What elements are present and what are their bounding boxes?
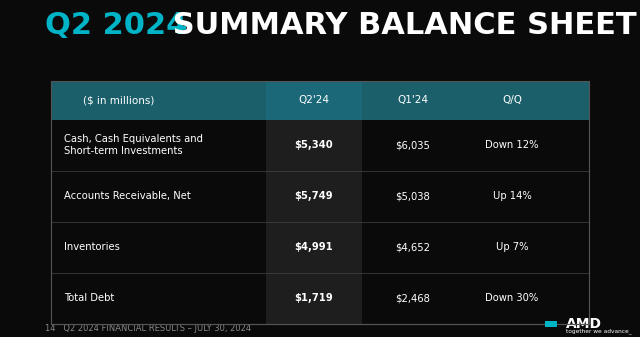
Text: Up 14%: Up 14% bbox=[493, 191, 531, 201]
Text: SUMMARY BALANCE SHEET ITEMS: SUMMARY BALANCE SHEET ITEMS bbox=[162, 11, 640, 40]
Text: Q1'24: Q1'24 bbox=[397, 95, 428, 105]
Text: Up 7%: Up 7% bbox=[496, 242, 528, 252]
Text: $2,468: $2,468 bbox=[396, 293, 430, 303]
FancyBboxPatch shape bbox=[51, 81, 589, 120]
Text: Total Debt: Total Debt bbox=[64, 293, 115, 303]
Text: $4,991: $4,991 bbox=[294, 242, 333, 252]
Text: $5,038: $5,038 bbox=[396, 191, 430, 201]
Text: $6,035: $6,035 bbox=[396, 140, 430, 150]
FancyBboxPatch shape bbox=[545, 321, 557, 327]
Text: 14   Q2 2024 FINANCIAL RESULTS – JULY 30, 2024: 14 Q2 2024 FINANCIAL RESULTS – JULY 30, … bbox=[45, 324, 251, 333]
Text: Accounts Receivable, Net: Accounts Receivable, Net bbox=[64, 191, 191, 201]
Text: $4,652: $4,652 bbox=[396, 242, 430, 252]
FancyBboxPatch shape bbox=[266, 81, 362, 120]
Text: $5,340: $5,340 bbox=[294, 140, 333, 150]
Text: AMD: AMD bbox=[566, 317, 602, 331]
Text: Down 30%: Down 30% bbox=[485, 293, 539, 303]
Text: Inventories: Inventories bbox=[64, 242, 120, 252]
Text: Down 12%: Down 12% bbox=[485, 140, 539, 150]
Text: ($ in millions): ($ in millions) bbox=[83, 95, 155, 105]
Text: Q2 2024: Q2 2024 bbox=[45, 11, 187, 40]
Text: $1,719: $1,719 bbox=[294, 293, 333, 303]
Text: $5,749: $5,749 bbox=[294, 191, 333, 201]
Text: together we advance_: together we advance_ bbox=[566, 329, 632, 334]
Text: Cash, Cash Equivalents and
Short-term Investments: Cash, Cash Equivalents and Short-term In… bbox=[64, 134, 203, 156]
FancyBboxPatch shape bbox=[266, 120, 362, 324]
Text: Q2'24: Q2'24 bbox=[298, 95, 329, 105]
Text: Q/Q: Q/Q bbox=[502, 95, 522, 105]
